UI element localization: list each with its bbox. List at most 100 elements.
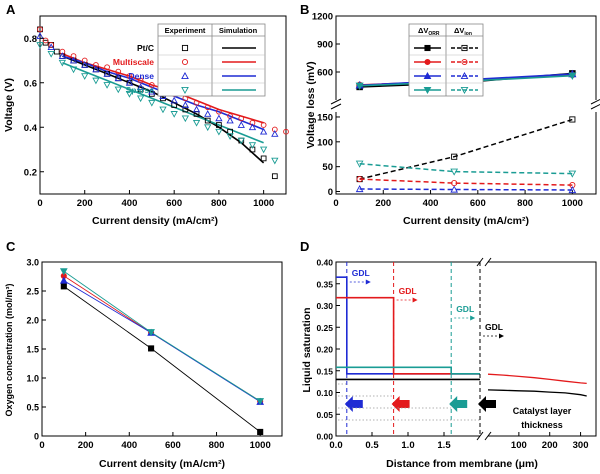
saturation-step (336, 296, 480, 375)
sim-line-ptc (62, 55, 265, 164)
y-tick-label-a: 0.8 (24, 34, 37, 45)
panel-c: 0 200 400 600 800 1000 0 0.5 1.0 1.5 2.0 2.5 3.0 Oxy… (4, 258, 283, 470)
axis-break-b (590, 98, 600, 105)
y-tick-label-c: 1.0 (26, 374, 39, 384)
y-tick-label-d: 0.05 (316, 410, 333, 420)
exp-point-multiscale (260, 122, 267, 128)
exp-point-dense (226, 116, 234, 124)
ion-point (450, 168, 459, 176)
y-axis-title-c: Oxygen concentration (mol/m³) (4, 283, 14, 416)
gdl-label: GDL (485, 322, 503, 332)
ion-point (356, 176, 363, 183)
oxygen-point (256, 398, 265, 406)
y-tick-label-b-upper: 900 (317, 40, 333, 51)
y-tick-label-c: 2.0 (26, 316, 39, 326)
exp-point-sparse (259, 146, 268, 154)
x-tick-label-a: 1000 (253, 198, 274, 209)
ion-point (451, 153, 458, 160)
exp-point-multiscale (137, 77, 144, 84)
y-tick-label-b-lower: 50 (322, 162, 333, 173)
exp-point-dense (148, 87, 156, 95)
exp-point-sparse (204, 124, 212, 132)
axis-break-b (590, 103, 600, 110)
plot-frame-d-right (488, 261, 597, 437)
exp-point-ptc (260, 155, 267, 162)
exp-point-ptc (216, 122, 222, 128)
legend-label-multiscale: Multiscale (113, 57, 154, 67)
plot-area-c (41, 261, 283, 437)
exp-point-multiscale (193, 99, 200, 106)
orr-point (355, 82, 364, 91)
legend-marker-ion (461, 58, 468, 66)
annotation-catalyst-line2: thickness (521, 420, 563, 430)
oxygen-point (147, 329, 155, 337)
exp-point-multiscale (37, 26, 43, 33)
exp-point-dense (136, 83, 145, 91)
exp-point-ptc (204, 117, 211, 124)
legend-header-ion: ΔVion (454, 26, 472, 37)
plot-area-a (39, 15, 287, 195)
y-tick-label-c: 0 (34, 432, 39, 442)
gdl-arrowhead (365, 279, 371, 285)
y-tick-label-a: 0.4 (24, 123, 38, 134)
exp-point-ptc (271, 173, 278, 180)
axis-break-b (330, 103, 342, 110)
panel-letter-b: B (300, 2, 309, 17)
exp-point-dense (47, 43, 55, 50)
ion-point (450, 185, 459, 193)
exp-point-multiscale (42, 37, 49, 44)
y-tick-label-d: 0.25 (316, 323, 333, 333)
oxygen-point (59, 268, 68, 276)
x-tick-label-b: 0 (333, 198, 338, 209)
x-tick-label-d-right: 100 (511, 440, 527, 451)
x-axis-title-a: Current density (mA/cm²) (92, 215, 218, 227)
exp-point-dense (114, 74, 122, 82)
exp-point-ptc (53, 48, 60, 55)
oxygen-line (63, 280, 261, 403)
exp-point-dense (92, 65, 100, 73)
legend-header-orr: ΔVORR (418, 26, 440, 37)
exp-point-dense (103, 70, 111, 77)
exp-point-sparse (81, 73, 89, 80)
legend-marker-ion (460, 86, 469, 95)
exp-point-dense (259, 127, 268, 135)
y-tick-label-d: 0.40 (316, 258, 333, 268)
exp-point-sparse (148, 99, 156, 107)
legend-label-ptc: Pt/C (137, 43, 154, 53)
exp-point-sparse (69, 66, 78, 74)
legend-marker-a (181, 44, 189, 52)
plot-frame-b-lower (335, 112, 597, 195)
ion-point (568, 170, 577, 178)
oxygen-point (60, 283, 67, 290)
x-axis-title-d: Distance from membrane (μm) (386, 458, 538, 470)
ion-point (569, 116, 576, 123)
legend-marker-a (181, 71, 189, 80)
x-tick-label-b: 800 (517, 198, 533, 209)
legend-marker-orr (424, 44, 431, 52)
y-tick-label-b-lower: 150 (317, 112, 333, 123)
x-tick-label-b: 600 (470, 198, 486, 209)
gdl-arrowhead (412, 297, 418, 303)
y-tick-label-d: 0.10 (316, 388, 333, 398)
x-axis-title-b: Current density (mA/cm²) (403, 215, 529, 227)
legend-b: ΔVORR ΔVion (408, 23, 484, 97)
y-tick-label-c: 2.5 (26, 287, 39, 297)
exp-point-dense (237, 121, 245, 128)
x-tick-label-c: 400 (121, 440, 137, 451)
axis-break-d (484, 431, 492, 441)
exp-point-sparse (159, 106, 167, 114)
x-tick-label-d-left: 0.0 (329, 440, 342, 451)
axis-break-d (476, 431, 484, 441)
x-tick-label-c: 800 (209, 440, 225, 451)
oxygen-point (148, 345, 155, 352)
catalyst-thickness-arrow (478, 396, 496, 412)
catalyst-thickness-arrow (391, 396, 410, 412)
y-tick-label-d: 0.20 (316, 345, 333, 355)
y-tick-label-b-upper: 600 (317, 68, 333, 79)
legend-marker-ion (460, 71, 469, 80)
y-tick-label-b-lower: 0 (328, 187, 333, 198)
exp-point-dense (181, 101, 190, 108)
saturation-gdl-line (487, 389, 587, 397)
x-tick-label-b: 200 (375, 198, 391, 209)
plot-frame-b-upper (335, 15, 597, 100)
